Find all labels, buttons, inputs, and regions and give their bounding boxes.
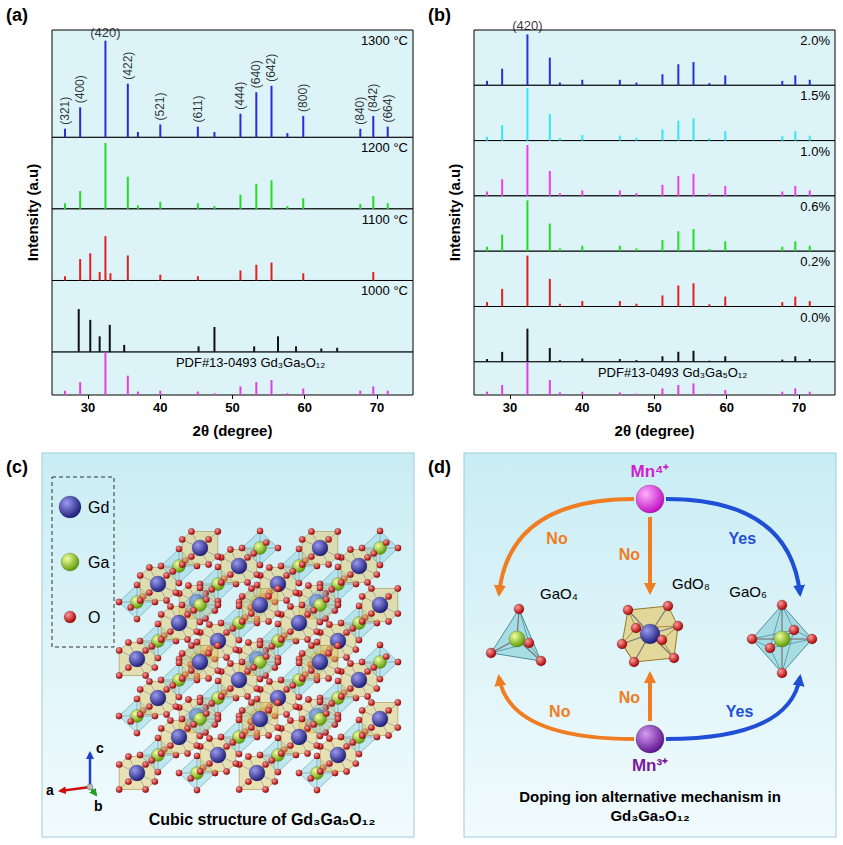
svg-text:PDF#13-0493 Gd₃Ga₅O₁₂: PDF#13-0493 Gd₃Ga₅O₁₂ <box>176 355 325 370</box>
svg-text:GaO₆: GaO₆ <box>729 583 767 600</box>
svg-text:0.0%: 0.0% <box>800 310 830 325</box>
svg-text:Mn³⁺: Mn³⁺ <box>632 756 668 775</box>
svg-text:Intensity (a.u): Intensity (a.u) <box>24 164 41 262</box>
svg-text:(842): (842) <box>366 84 380 112</box>
svg-text:(321): (321) <box>58 97 72 125</box>
svg-text:1200 °C: 1200 °C <box>361 140 408 155</box>
svg-text:GdO₈: GdO₈ <box>672 575 710 592</box>
svg-text:No: No <box>619 689 641 706</box>
svg-text:50: 50 <box>225 400 239 415</box>
svg-text:60: 60 <box>719 400 733 415</box>
svg-text:Cubic structure of Gd₃Ga₅O₁₂: Cubic structure of Gd₃Ga₅O₁₂ <box>149 811 376 828</box>
svg-text:Ga: Ga <box>88 554 109 571</box>
svg-text:(a): (a) <box>6 5 28 25</box>
svg-text:No: No <box>619 546 641 563</box>
svg-text:60: 60 <box>297 400 311 415</box>
svg-text:(c): (c) <box>6 457 28 477</box>
svg-text:b: b <box>94 798 103 814</box>
svg-text:(422): (422) <box>121 52 135 80</box>
svg-text:GaO₄: GaO₄ <box>540 585 578 602</box>
svg-text:Yes: Yes <box>728 530 756 547</box>
svg-text:30: 30 <box>81 400 95 415</box>
svg-text:1.0%: 1.0% <box>800 144 830 159</box>
svg-text:c: c <box>96 740 104 756</box>
svg-text:70: 70 <box>792 400 806 415</box>
svg-text:(444): (444) <box>233 82 247 110</box>
svg-text:(d): (d) <box>428 457 451 477</box>
svg-text:1000 °C: 1000 °C <box>361 283 408 298</box>
svg-text:30: 30 <box>503 400 517 415</box>
svg-text:1.5%: 1.5% <box>800 88 830 103</box>
svg-text:40: 40 <box>153 400 167 415</box>
svg-text:(b): (b) <box>428 5 451 25</box>
svg-text:(642): (642) <box>264 54 278 82</box>
svg-text:0.2%: 0.2% <box>800 254 830 269</box>
svg-text:No: No <box>549 703 571 720</box>
svg-text:2.0%: 2.0% <box>800 33 830 48</box>
svg-text:PDF#13-0493 Gd₃Ga₅O₁₂: PDF#13-0493 Gd₃Ga₅O₁₂ <box>598 365 747 380</box>
svg-text:(840): (840) <box>353 97 367 125</box>
svg-text:(400): (400) <box>73 75 87 103</box>
svg-text:1100 °C: 1100 °C <box>362 212 408 227</box>
svg-text:Yes: Yes <box>726 703 754 720</box>
svg-text:(611): (611) <box>191 95 205 122</box>
svg-text:40: 40 <box>575 400 589 415</box>
svg-text:(800): (800) <box>296 84 310 112</box>
svg-text:1300 °C: 1300 °C <box>361 33 408 48</box>
svg-text:Mn⁴⁺: Mn⁴⁺ <box>631 462 670 481</box>
svg-text:(420): (420) <box>512 18 542 33</box>
svg-text:a: a <box>46 782 54 798</box>
svg-text:(521): (521) <box>153 92 167 120</box>
svg-text:50: 50 <box>647 400 661 415</box>
svg-text:(664): (664) <box>381 95 395 123</box>
svg-text:70: 70 <box>370 400 384 415</box>
html-text:Doping ion alternative mechani: Doping ion alternative mechanism in Gd₃G… <box>519 788 781 824</box>
svg-text:No: No <box>546 530 568 547</box>
svg-text:Gd: Gd <box>88 499 109 516</box>
svg-text:2θ (degree): 2θ (degree) <box>193 422 273 439</box>
svg-text:0.6%: 0.6% <box>800 199 830 214</box>
svg-text:(640): (640) <box>249 60 263 88</box>
svg-text:Intensity (a.u): Intensity (a.u) <box>446 164 463 262</box>
svg-text:2θ (degree): 2θ (degree) <box>615 422 695 439</box>
svg-text:O: O <box>88 609 100 626</box>
svg-text:(420): (420) <box>90 25 120 40</box>
